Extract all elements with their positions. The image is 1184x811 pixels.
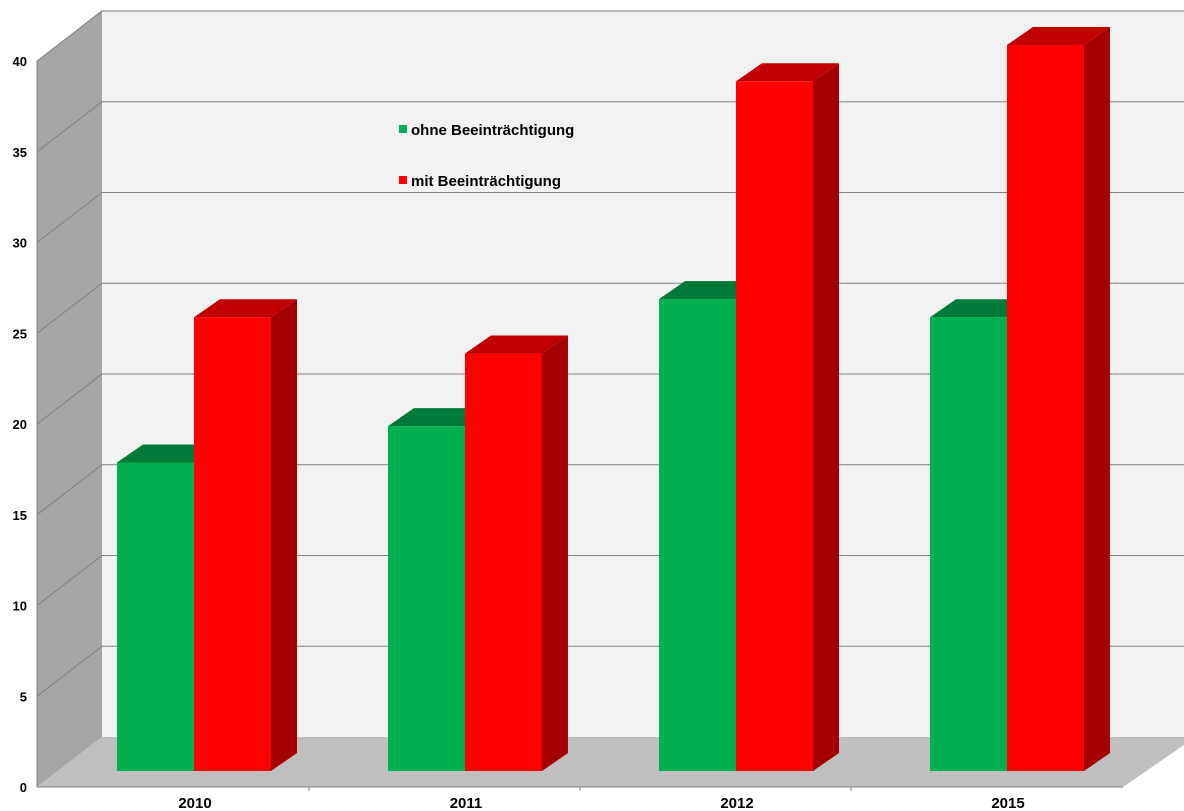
y-tick-label: 40: [13, 54, 27, 69]
legend: ohne Beeinträchtigung mit Beeinträchtigu…: [399, 122, 574, 190]
bar-top: [736, 63, 839, 82]
bar-2015-mit: [1007, 27, 1110, 771]
y-tick-label: 5: [20, 689, 27, 704]
bar-side: [542, 335, 568, 771]
x-tick-label: 2012: [720, 795, 753, 811]
bar-front: [930, 317, 1007, 771]
bar-side: [1084, 27, 1110, 771]
gridline-side: [36, 10, 103, 62]
y-tick-label: 20: [13, 417, 27, 432]
bar-top: [1007, 27, 1110, 45]
gridline-side: [36, 373, 103, 425]
x-tick-label: 2011: [450, 795, 483, 811]
bar-2011-mit: [465, 335, 568, 771]
x-axis-labels: 2010 2011 2012 2015: [178, 795, 1024, 811]
y-axis-ticks: 0 5 10 15 20 25 30 35 40: [13, 54, 27, 795]
gridline-side: [36, 282, 103, 334]
gridline-side: [36, 192, 103, 243]
gridline-side: [36, 464, 103, 516]
legend-swatch-ohne: [399, 125, 407, 133]
bar-front: [1007, 45, 1084, 771]
bar-front: [388, 426, 465, 771]
x-tick-label: 2010: [178, 795, 211, 811]
y-tick-label: 15: [13, 508, 27, 523]
bar-front: [117, 462, 194, 771]
bar-top: [465, 335, 568, 354]
bar-side: [813, 63, 839, 772]
bar-front: [194, 317, 271, 771]
legend-label-ohne: ohne Beeinträchtigung: [411, 122, 574, 139]
floor: [37, 737, 1184, 787]
gridline-side: [36, 101, 103, 153]
bar-side: [271, 299, 297, 771]
y-tick-label: 35: [13, 145, 27, 160]
legend-swatch-mit: [399, 176, 407, 184]
legend-label-mit: mit Beeinträchtigung: [411, 173, 561, 190]
bar-front: [465, 353, 542, 771]
bar-front: [659, 299, 736, 771]
gridline-side: [36, 555, 103, 606]
bar-2012-mit: [736, 63, 839, 772]
bar-front: [736, 81, 813, 772]
y-tick-label: 0: [20, 780, 27, 795]
gridline-side: [36, 645, 103, 697]
x-tick-label: 2015: [991, 795, 1024, 811]
y-tick-label: 10: [13, 599, 27, 614]
bars: [117, 27, 1110, 772]
y-tick-label: 30: [13, 236, 27, 251]
bar-2010-mit: [194, 299, 297, 771]
bar-top: [194, 299, 297, 318]
y-tick-label: 25: [13, 326, 27, 341]
